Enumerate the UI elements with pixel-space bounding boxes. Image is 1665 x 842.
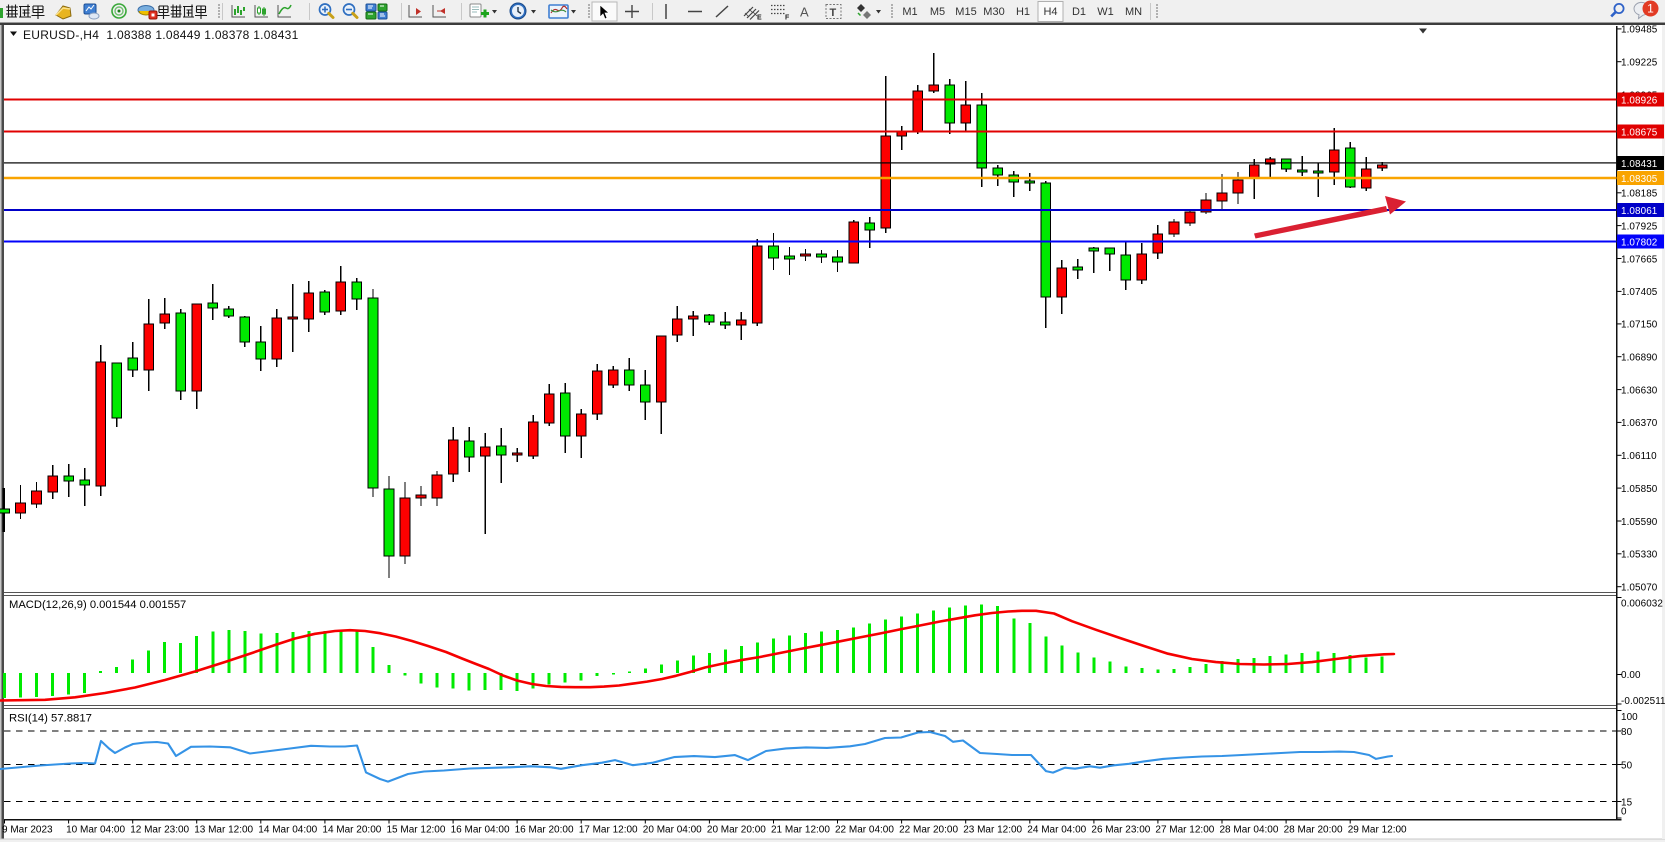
svg-text:1.05850: 1.05850 xyxy=(1621,484,1658,495)
svg-text:9 Mar 2023: 9 Mar 2023 xyxy=(2,825,53,836)
svg-text:1.05330: 1.05330 xyxy=(1621,550,1658,561)
svg-text:EURUSD-,H4 1.08388 1.08449 1.: EURUSD-,H4 1.08388 1.08449 1.08378 1.084… xyxy=(23,28,299,42)
svg-text:27 Mar 12:00: 27 Mar 12:00 xyxy=(1155,825,1214,836)
svg-text:1.07150: 1.07150 xyxy=(1621,320,1658,331)
svg-text:A: A xyxy=(800,5,809,20)
svg-text:17 Mar 12:00: 17 Mar 12:00 xyxy=(579,825,638,836)
svg-text:1.07665: 1.07665 xyxy=(1621,254,1658,265)
svg-text:1.06890: 1.06890 xyxy=(1621,353,1658,364)
svg-text:1.05590: 1.05590 xyxy=(1621,517,1658,528)
svg-text:RSI(14) 57.8817: RSI(14) 57.8817 xyxy=(9,713,92,725)
svg-text:1: 1 xyxy=(1647,2,1654,16)
svg-text:M1: M1 xyxy=(902,6,917,18)
svg-text:10 Mar 04:00: 10 Mar 04:00 xyxy=(66,825,125,836)
svg-text:D1: D1 xyxy=(1072,6,1086,18)
svg-text:22 Mar 20:00: 22 Mar 20:00 xyxy=(899,825,958,836)
svg-text:23 Mar 12:00: 23 Mar 12:00 xyxy=(963,825,1022,836)
svg-text:14 Mar 20:00: 14 Mar 20:00 xyxy=(322,825,381,836)
svg-text:M15: M15 xyxy=(955,6,976,18)
svg-text:1.06370: 1.06370 xyxy=(1621,418,1658,429)
svg-text:14 Mar 04:00: 14 Mar 04:00 xyxy=(258,825,317,836)
svg-text:16 Mar 04:00: 16 Mar 04:00 xyxy=(451,825,510,836)
svg-text:1.06630: 1.06630 xyxy=(1621,385,1658,396)
svg-text:22 Mar 04:00: 22 Mar 04:00 xyxy=(835,825,894,836)
svg-text:E: E xyxy=(757,15,762,22)
svg-text:28 Mar 04:00: 28 Mar 04:00 xyxy=(1220,825,1279,836)
svg-text:1.06110: 1.06110 xyxy=(1621,451,1657,462)
svg-text:0: 0 xyxy=(1621,807,1627,818)
svg-text:29 Mar 12:00: 29 Mar 12:00 xyxy=(1348,825,1407,836)
svg-text:28 Mar 20:00: 28 Mar 20:00 xyxy=(1284,825,1343,836)
svg-text:15: 15 xyxy=(1621,797,1633,808)
svg-text:-0.002511: -0.002511 xyxy=(1621,696,1665,707)
svg-text:0.006032: 0.006032 xyxy=(1621,598,1663,609)
svg-text:H1: H1 xyxy=(1016,6,1030,18)
svg-text:20 Mar 04:00: 20 Mar 04:00 xyxy=(643,825,702,836)
svg-text:1.09485: 1.09485 xyxy=(1621,25,1658,36)
svg-text:20 Mar 20:00: 20 Mar 20:00 xyxy=(707,825,766,836)
svg-text:MN: MN xyxy=(1125,6,1142,18)
svg-text:50: 50 xyxy=(1621,760,1633,771)
svg-text:80: 80 xyxy=(1621,727,1633,738)
svg-text:16 Mar 20:00: 16 Mar 20:00 xyxy=(515,825,574,836)
svg-text:H4: H4 xyxy=(1043,6,1057,18)
svg-text:M30: M30 xyxy=(983,6,1004,18)
svg-text:W1: W1 xyxy=(1097,6,1114,18)
svg-text:1.08675: 1.08675 xyxy=(1621,127,1658,138)
svg-text:0.00: 0.00 xyxy=(1621,670,1641,681)
svg-text:1.07925: 1.07925 xyxy=(1621,221,1658,232)
svg-text:MACD(12,26,9) 0.001544 0.00155: MACD(12,26,9) 0.001544 0.001557 xyxy=(9,599,186,611)
svg-text:T: T xyxy=(830,7,837,19)
svg-text:M5: M5 xyxy=(930,6,945,18)
svg-text:1.07405: 1.07405 xyxy=(1621,287,1658,298)
svg-text:1.05070: 1.05070 xyxy=(1621,583,1658,594)
svg-text:1.09225: 1.09225 xyxy=(1621,58,1658,69)
svg-text:12 Mar 23:00: 12 Mar 23:00 xyxy=(130,825,189,836)
svg-text:24 Mar 04:00: 24 Mar 04:00 xyxy=(1027,825,1086,836)
svg-text:F: F xyxy=(785,15,790,22)
svg-text:26 Mar 23:00: 26 Mar 23:00 xyxy=(1091,825,1150,836)
svg-text:1.08185: 1.08185 xyxy=(1621,189,1658,200)
svg-text:1.08431: 1.08431 xyxy=(1621,159,1658,170)
svg-text:13 Mar 12:00: 13 Mar 12:00 xyxy=(194,825,253,836)
svg-text:100: 100 xyxy=(1621,712,1638,723)
svg-text:1.07802: 1.07802 xyxy=(1621,237,1657,248)
svg-text:1.08061: 1.08061 xyxy=(1621,206,1658,217)
svg-text:21 Mar 12:00: 21 Mar 12:00 xyxy=(771,825,830,836)
svg-text:1.08926: 1.08926 xyxy=(1621,95,1658,106)
svg-text:15 Mar 12:00: 15 Mar 12:00 xyxy=(387,825,446,836)
svg-text:1.08305: 1.08305 xyxy=(1621,174,1658,185)
